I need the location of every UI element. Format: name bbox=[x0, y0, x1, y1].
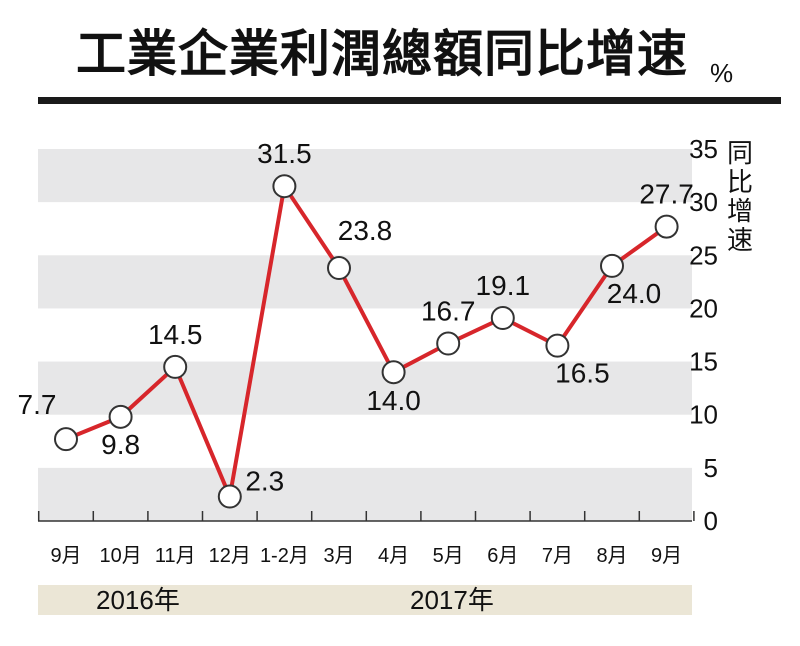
y-tick-labels: 0 5 10 15 20 25 30 35 bbox=[689, 134, 718, 536]
data-label: 19.1 bbox=[476, 270, 531, 301]
x-tick-label: 12月 bbox=[209, 545, 251, 567]
x-tick-label: 4月 bbox=[378, 545, 409, 567]
x-tick-label: 10月 bbox=[99, 545, 141, 567]
data-labels: 7.7 9.8 14.5 2.3 31.5 23.8 14.0 16.719.1 16.5 24.… bbox=[18, 138, 694, 496]
data-label: 24.0 bbox=[607, 278, 662, 309]
grid-band bbox=[38, 149, 692, 203]
data-point bbox=[490, 305, 515, 330]
x-tick-label: 9月 bbox=[50, 545, 81, 567]
y-axis-label-char: 速 bbox=[727, 225, 753, 255]
y-tick-label: 35 bbox=[689, 134, 718, 164]
y-tick-label: 0 bbox=[704, 506, 718, 536]
data-points bbox=[54, 174, 679, 509]
grid-band bbox=[38, 361, 692, 415]
data-label: 16.7 bbox=[421, 296, 476, 327]
data-point bbox=[654, 214, 679, 239]
y-tick-label: 10 bbox=[689, 400, 718, 430]
x-axis bbox=[37, 511, 695, 522]
grid-band bbox=[38, 255, 692, 309]
grid-band bbox=[38, 467, 692, 521]
data-label: 23.8 bbox=[338, 215, 393, 246]
data-point bbox=[381, 360, 406, 385]
x-tick-label: 6月 bbox=[487, 545, 518, 567]
title-rule bbox=[38, 97, 781, 104]
y-axis-label-char: 增 bbox=[727, 196, 753, 226]
data-label: 2.3 bbox=[245, 466, 284, 497]
data-point bbox=[327, 256, 351, 281]
y-axis-label-char: 比 bbox=[727, 167, 753, 197]
x-tick-labels: 9月 10月 11月 12月 1-2月 3月 4月 5月 6月 7月 8月 9月 bbox=[50, 545, 682, 567]
data-point bbox=[54, 427, 78, 452]
data-label: 7.7 bbox=[18, 389, 57, 420]
data-point bbox=[545, 333, 570, 358]
grid-bands bbox=[38, 149, 692, 521]
data-point bbox=[217, 484, 242, 509]
data-point bbox=[163, 354, 188, 379]
data-point bbox=[600, 253, 624, 278]
data-label: 31.5 bbox=[257, 138, 312, 169]
data-label: 14.5 bbox=[148, 319, 203, 350]
x-tick-label: 9月 bbox=[651, 545, 682, 567]
y-tick-label: 30 bbox=[689, 187, 718, 217]
chart-title: 工業企業利潤總額同比增速 bbox=[76, 24, 688, 83]
data-label: 14.0 bbox=[366, 385, 421, 416]
y-tick-label: 5 bbox=[704, 453, 718, 483]
year-label-2016: 2016年 bbox=[96, 585, 180, 615]
x-tick-label: 8月 bbox=[596, 545, 627, 567]
y-axis-label: 同比增速 bbox=[727, 138, 753, 255]
year-label-2017: 2017年 bbox=[410, 585, 494, 615]
x-tick-label: 3月 bbox=[323, 545, 354, 567]
y-tick-label: 20 bbox=[689, 293, 718, 323]
y-tick-label: 25 bbox=[689, 240, 718, 270]
data-label: 16.5 bbox=[555, 358, 610, 389]
x-tick-label: 1-2月 bbox=[260, 545, 309, 567]
data-point bbox=[272, 174, 297, 199]
series-line bbox=[65, 184, 668, 499]
y-axis-label-char: 同 bbox=[727, 138, 753, 168]
year-band bbox=[38, 585, 692, 615]
y-tick-label: 15 bbox=[689, 347, 718, 377]
data-label: 9.8 bbox=[101, 429, 140, 460]
series-polyline bbox=[65, 184, 668, 499]
unit-label: % bbox=[710, 58, 734, 88]
x-tick-label: 5月 bbox=[433, 545, 464, 567]
data-point bbox=[108, 404, 133, 429]
data-point bbox=[436, 331, 461, 356]
data-label: 27.7 bbox=[639, 179, 694, 210]
x-tick-label: 11月 bbox=[155, 545, 196, 567]
x-tick-label: 7月 bbox=[542, 545, 573, 567]
